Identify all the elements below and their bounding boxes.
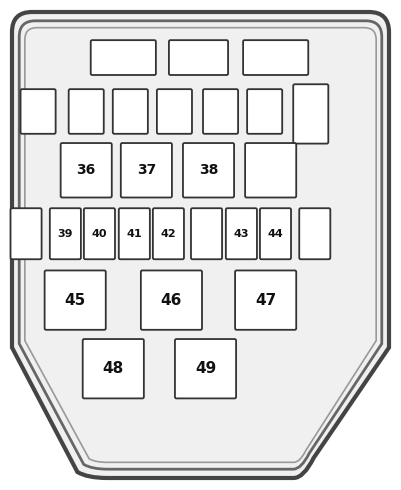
Text: 44: 44 [267, 229, 284, 239]
Text: 40: 40 [92, 229, 107, 239]
FancyBboxPatch shape [61, 143, 112, 197]
FancyBboxPatch shape [243, 40, 308, 75]
FancyBboxPatch shape [113, 89, 148, 134]
FancyBboxPatch shape [245, 143, 296, 197]
FancyBboxPatch shape [183, 143, 234, 197]
Text: 49: 49 [195, 361, 216, 376]
FancyBboxPatch shape [191, 208, 222, 259]
FancyBboxPatch shape [83, 339, 144, 398]
Text: 43: 43 [234, 229, 249, 239]
FancyBboxPatch shape [20, 89, 56, 134]
FancyBboxPatch shape [84, 208, 115, 259]
FancyBboxPatch shape [203, 89, 238, 134]
FancyBboxPatch shape [247, 89, 282, 134]
FancyBboxPatch shape [169, 40, 228, 75]
FancyBboxPatch shape [260, 208, 291, 259]
FancyBboxPatch shape [157, 89, 192, 134]
Text: 37: 37 [137, 163, 156, 177]
FancyBboxPatch shape [45, 270, 106, 330]
FancyBboxPatch shape [91, 40, 156, 75]
FancyBboxPatch shape [293, 84, 328, 144]
Text: 38: 38 [199, 163, 218, 177]
FancyBboxPatch shape [119, 208, 150, 259]
FancyBboxPatch shape [69, 89, 104, 134]
FancyBboxPatch shape [141, 270, 202, 330]
FancyBboxPatch shape [226, 208, 257, 259]
Text: 41: 41 [127, 229, 142, 239]
PathPatch shape [12, 12, 389, 478]
FancyBboxPatch shape [153, 208, 184, 259]
FancyBboxPatch shape [299, 208, 330, 259]
FancyBboxPatch shape [175, 339, 236, 398]
Text: 45: 45 [65, 293, 86, 308]
FancyBboxPatch shape [10, 208, 42, 259]
Text: 48: 48 [103, 361, 124, 376]
Text: 46: 46 [161, 293, 182, 308]
Text: 36: 36 [77, 163, 96, 177]
Text: 39: 39 [58, 229, 73, 239]
Text: 47: 47 [255, 293, 276, 308]
FancyBboxPatch shape [50, 208, 81, 259]
Text: 42: 42 [161, 229, 176, 239]
FancyBboxPatch shape [121, 143, 172, 197]
FancyBboxPatch shape [235, 270, 296, 330]
